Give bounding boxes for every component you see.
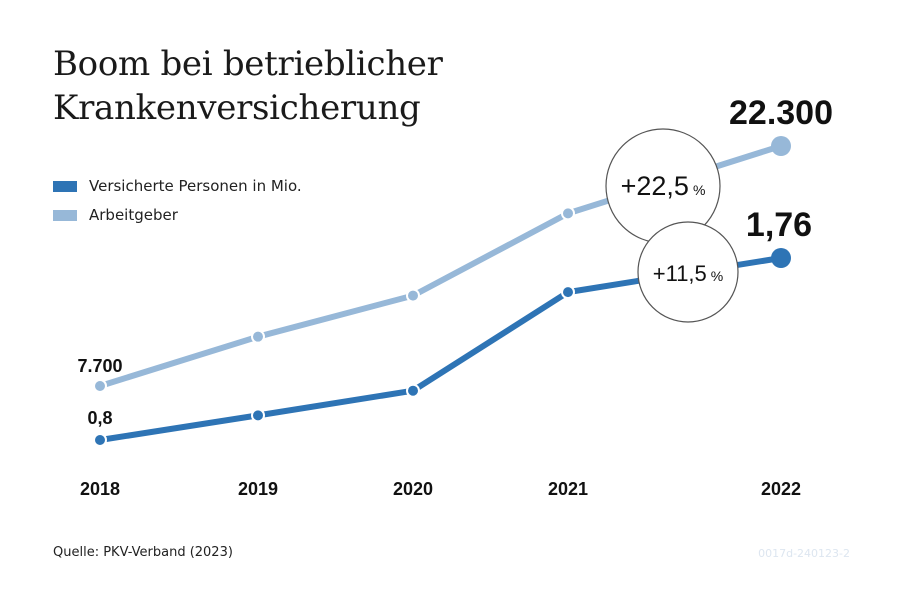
legend: Versicherte Personen in Mio. Arbeitgeber (53, 175, 302, 233)
legend-swatch-light (53, 209, 77, 221)
annotation-versicherte-growth-label: +11,5% (653, 261, 724, 286)
legend-label-arbeitgeber: Arbeitgeber (89, 206, 178, 224)
point-versicherte-2021 (561, 285, 575, 300)
label-versicherte-2018: 0,8 (87, 408, 112, 428)
legend-swatch-dark (53, 180, 77, 192)
legend-item-arbeitgeber: Arbeitgeber (53, 204, 302, 226)
annotation-versicherte-growth-circle (637, 221, 739, 323)
x-axis: 2018 2019 2020 2021 2022 (80, 479, 801, 499)
label-arbeitgeber-2022: 22.300 (729, 94, 833, 132)
source-note: Quelle: PKV-Verband (2023) (53, 545, 233, 560)
chart-title: Boom bei betrieblicher Krankenversicheru… (53, 42, 443, 130)
title-line-2: Krankenversicherung (53, 88, 421, 128)
label-versicherte-2022: 1,76 (746, 206, 812, 244)
legend-label-versicherte: Versicherte Personen in Mio. (89, 177, 302, 195)
label-layer: 7.700 0,8 22.300 1,76 (77, 94, 833, 428)
marker-layer (93, 136, 791, 447)
x-tick-2018: 2018 (80, 479, 120, 499)
point-versicherte-2019 (251, 408, 265, 423)
x-tick-2020: 2020 (393, 479, 433, 499)
x-tick-2021: 2021 (548, 479, 588, 499)
label-arbeitgeber-2018: 7.700 (77, 356, 122, 376)
point-versicherte-2018 (93, 433, 107, 447)
x-tick-2019: 2019 (238, 479, 278, 499)
point-arbeitgeber-2019 (251, 329, 265, 344)
annotation-arbeitgeber-growth: +22,5% (605, 128, 721, 244)
point-versicherte-2022 (771, 248, 791, 268)
point-arbeitgeber-2020 (406, 288, 420, 303)
annotation-layer: +22,5 % +11,5% (605, 128, 739, 323)
point-versicherte-2020 (406, 383, 420, 398)
point-arbeitgeber-2018 (93, 379, 107, 393)
point-arbeitgeber-2022 (771, 136, 791, 156)
annotation-versicherte-growth: +11,5% (637, 221, 739, 323)
annotation-arbeitgeber-growth-label: +22,5% (621, 171, 706, 201)
x-tick-2022: 2022 (761, 479, 801, 499)
title-line-1: Boom bei betrieblicher (53, 44, 443, 84)
point-arbeitgeber-2021 (561, 206, 575, 221)
graphic-code: 0017d-240123-2 (758, 547, 850, 560)
legend-item-versicherte: Versicherte Personen in Mio. (53, 175, 302, 197)
